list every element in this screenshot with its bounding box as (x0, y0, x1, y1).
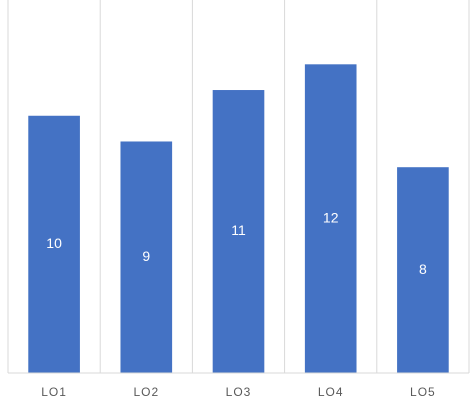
data-label: 9 (142, 248, 150, 264)
bar (28, 115, 80, 374)
bar (397, 167, 449, 373)
data-label: 8 (419, 261, 427, 277)
bar (212, 90, 265, 373)
x-tick-label: LO2 (133, 385, 159, 399)
bar (120, 141, 173, 373)
x-tick-label: LO1 (41, 385, 67, 399)
data-label: 11 (231, 222, 246, 238)
data-label: 10 (46, 235, 62, 251)
data-label: 12 (323, 209, 339, 225)
x-tick-label: LO4 (318, 385, 344, 399)
x-tick-label: LO3 (226, 385, 252, 399)
x-tick-label: LO5 (410, 385, 436, 399)
bar (304, 64, 357, 373)
